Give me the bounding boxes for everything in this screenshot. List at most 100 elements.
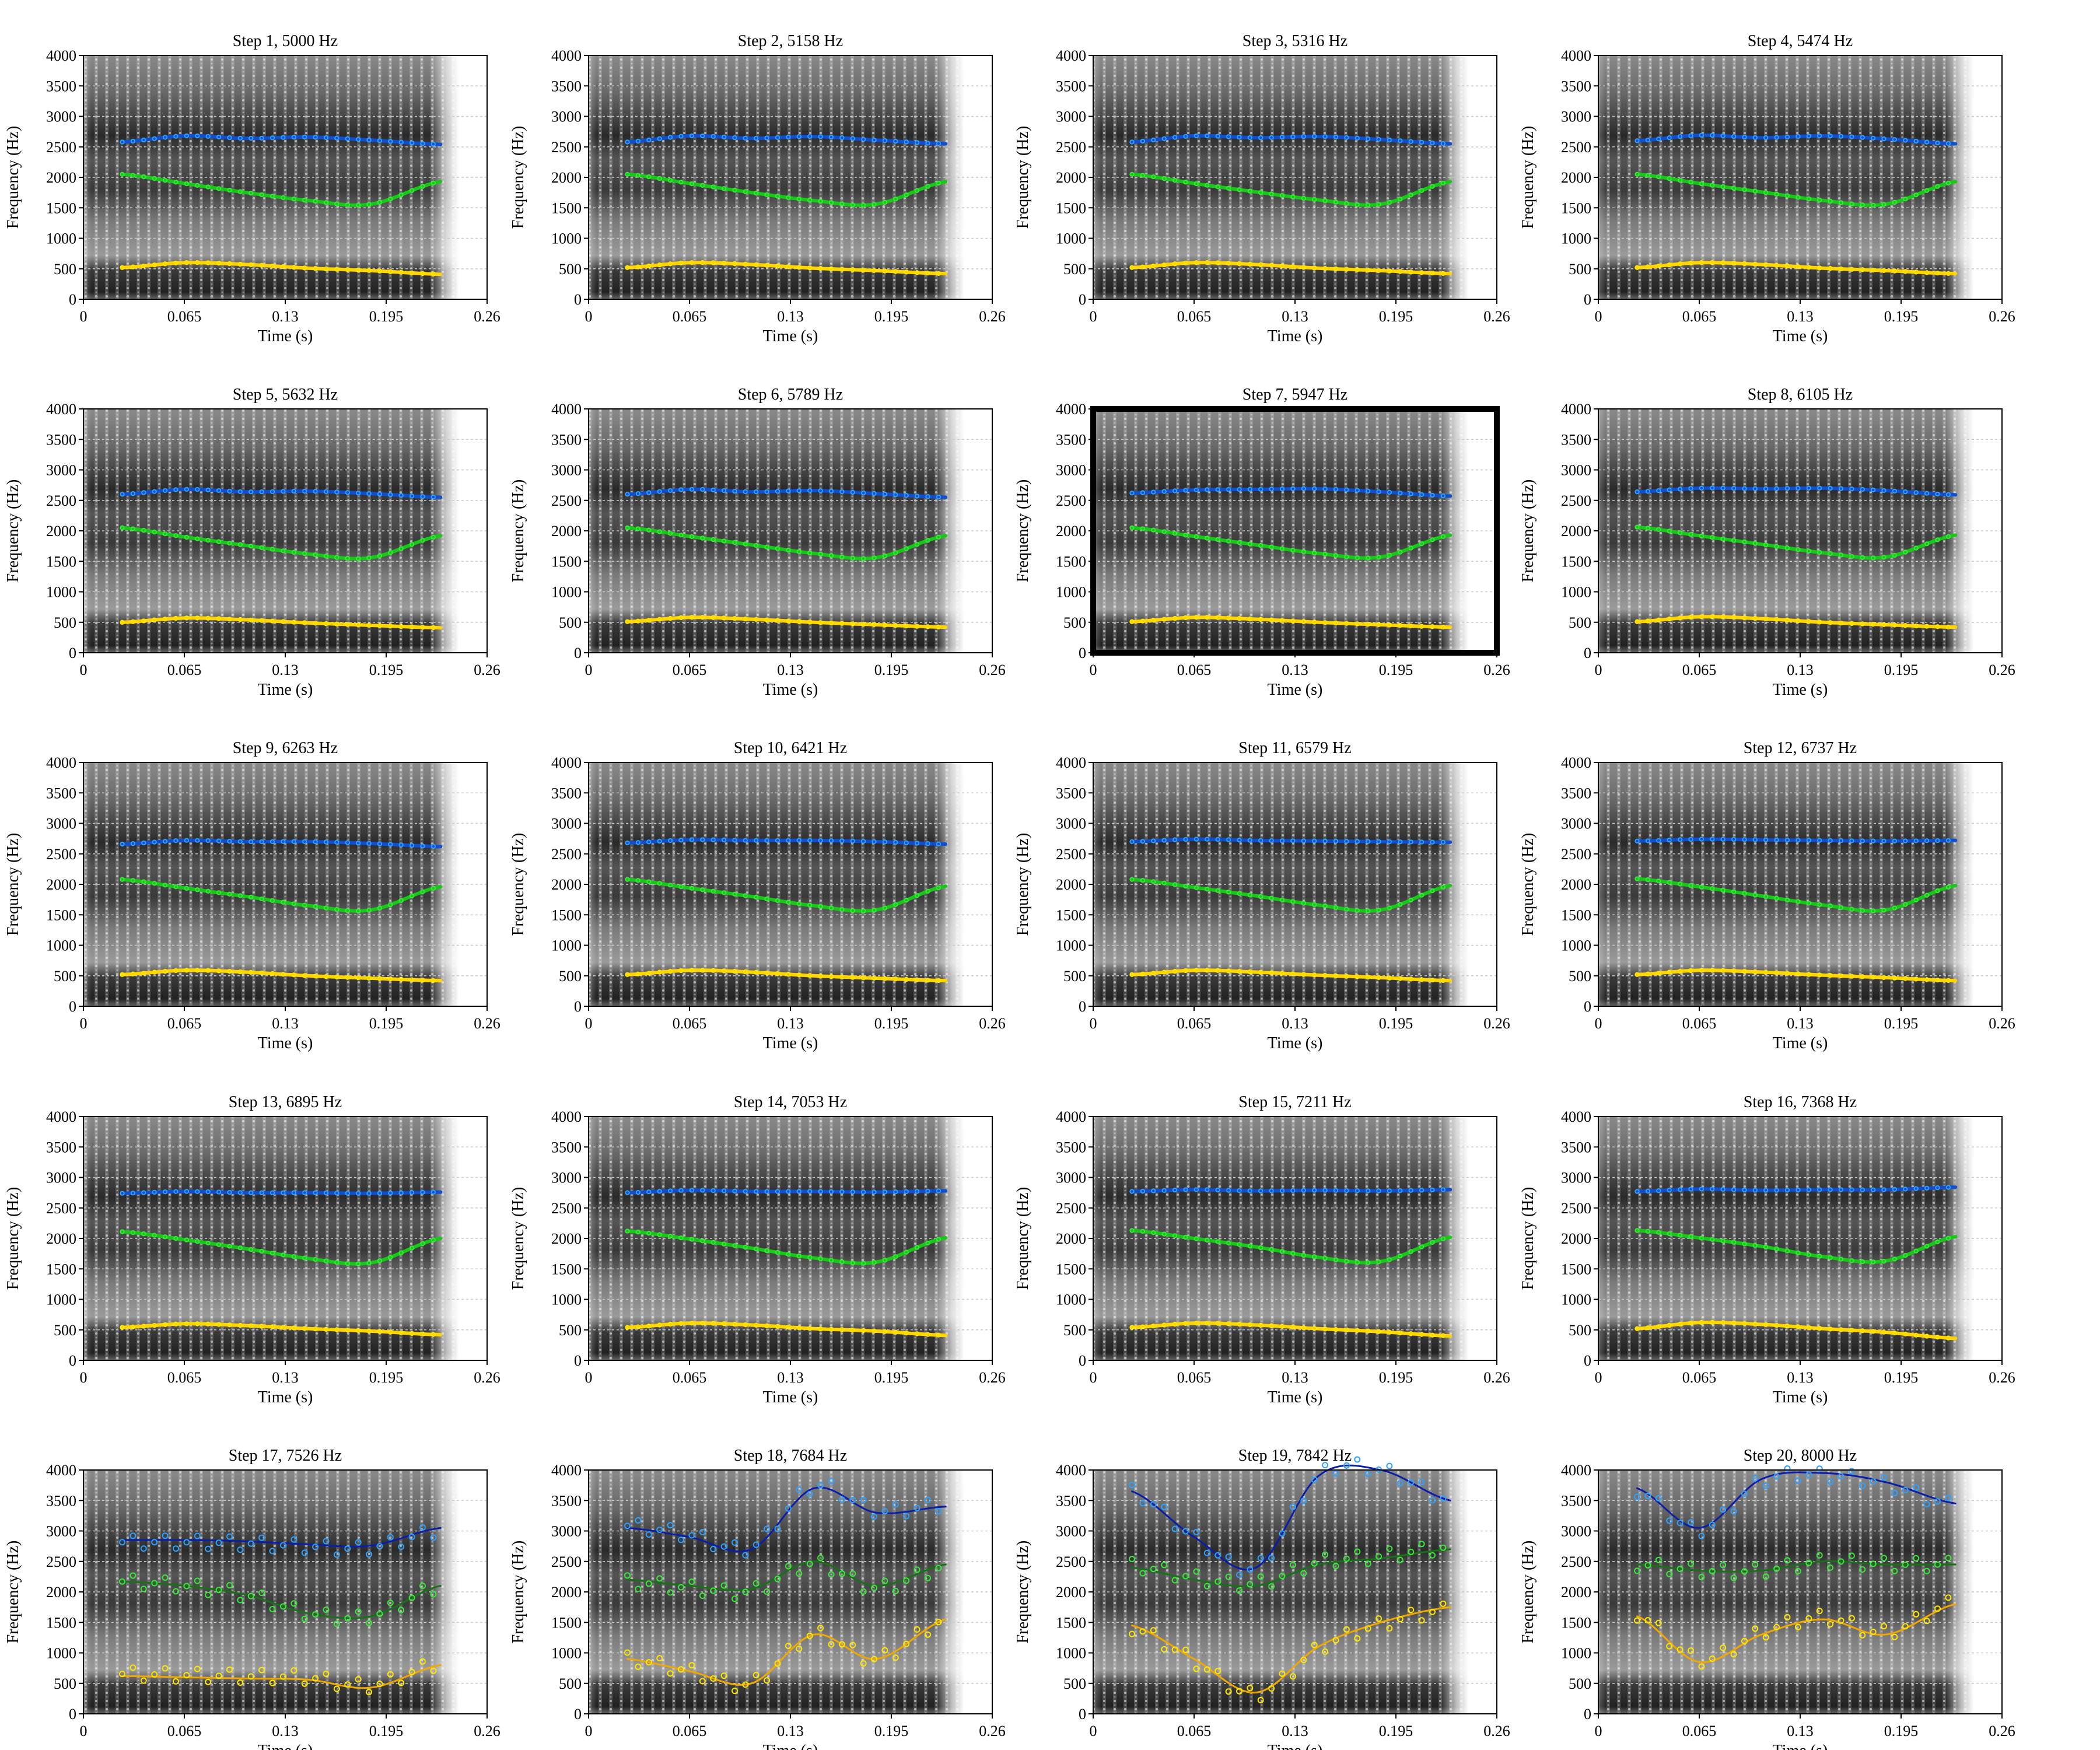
y-tick-label: 0 — [1079, 291, 1086, 308]
f3-point — [1419, 1188, 1424, 1193]
f3-point — [1688, 836, 1693, 842]
panel-title: Step 2, 5158 Hz — [738, 32, 843, 50]
f3-track — [1131, 1464, 1451, 1571]
f1-point — [1731, 615, 1737, 620]
f2-point — [1312, 197, 1317, 202]
f3-point — [625, 139, 630, 145]
f2-point — [893, 197, 898, 202]
f2-point — [1226, 890, 1231, 895]
x-tick-label: 0.26 — [979, 308, 1006, 325]
f2-point — [1140, 1228, 1146, 1234]
f1-point — [1881, 622, 1887, 628]
f1-point — [1194, 968, 1199, 973]
f2-point — [195, 183, 200, 188]
x-tick-label: 0.065 — [167, 1015, 202, 1032]
f3-point — [1301, 1188, 1307, 1193]
f2-point — [1762, 1573, 1769, 1580]
y-tick-label: 1500 — [1561, 200, 1591, 216]
f2-point — [408, 1594, 415, 1601]
x-tick-label: 0.13 — [1787, 662, 1814, 678]
f1-point — [1838, 973, 1844, 979]
f3-point — [1354, 1188, 1360, 1194]
f2-point — [732, 1595, 738, 1602]
x-tick-label: 0.065 — [167, 1723, 202, 1740]
f2-point — [1913, 1248, 1919, 1254]
f1-point — [420, 1331, 425, 1337]
f1-point — [1934, 1605, 1941, 1612]
f1-point — [1838, 266, 1844, 272]
f2-point — [1838, 552, 1844, 558]
x-tick-label: 0.13 — [1787, 1015, 1814, 1032]
y-tick-label: 3500 — [551, 1139, 582, 1156]
f2-point — [366, 1619, 372, 1626]
f2-point — [893, 550, 898, 555]
f2-point — [1398, 550, 1403, 555]
f1-point — [173, 1321, 178, 1326]
f3-point — [1934, 1498, 1941, 1505]
f3-point — [775, 1189, 780, 1194]
f1-point — [1720, 1644, 1727, 1651]
f3-point — [1903, 838, 1908, 844]
f3-point — [1301, 838, 1307, 844]
f1-point — [828, 620, 834, 626]
f3-point — [215, 1539, 222, 1546]
f3-point — [162, 135, 168, 140]
f2-point — [678, 1235, 684, 1241]
f1-point — [1784, 971, 1790, 976]
f3-point — [1140, 839, 1146, 844]
f3-point — [1828, 838, 1833, 844]
f1-point — [1396, 1616, 1404, 1623]
f2-point — [1730, 1574, 1737, 1581]
f1-point — [1258, 262, 1264, 267]
f3-point — [1913, 1484, 1920, 1491]
f1-point — [1151, 971, 1156, 976]
f3-point — [1742, 1187, 1747, 1193]
f3-point — [689, 133, 695, 139]
f2-point — [1150, 1566, 1157, 1573]
x-tick-label: 0.26 — [1483, 662, 1510, 678]
f3-point — [130, 1532, 136, 1539]
f2-point — [1140, 526, 1146, 531]
y-tick-label: 1500 — [551, 553, 582, 570]
f3-point — [1881, 1187, 1887, 1192]
f2-track — [1131, 1548, 1451, 1588]
x-tick-label: 0.13 — [272, 1723, 299, 1740]
f3-point — [1312, 838, 1317, 844]
f3-point — [710, 1546, 717, 1552]
f2-point — [1194, 181, 1199, 187]
f2-point — [872, 908, 877, 913]
x-axis-label: Time (s) — [1773, 681, 1828, 699]
f1-point — [290, 1667, 298, 1674]
f1-point — [1419, 1332, 1424, 1337]
f2-point — [237, 1597, 244, 1604]
f2-point — [1258, 542, 1264, 548]
x-tick-label: 0.13 — [1282, 662, 1308, 678]
f3-point — [1129, 839, 1135, 845]
f2-point — [1290, 899, 1296, 904]
f3-point — [1699, 1186, 1704, 1192]
y-tick-label: 1000 — [1561, 1292, 1591, 1308]
panel-title: Step 3, 5316 Hz — [1242, 32, 1348, 50]
f1-point — [807, 973, 813, 978]
f2-point — [1796, 1250, 1801, 1255]
f3-point — [1161, 1188, 1167, 1194]
f1-point — [291, 265, 296, 270]
f3-point — [398, 493, 404, 498]
f2-point — [366, 908, 372, 913]
x-axis-label: Time (s) — [1773, 1388, 1828, 1406]
f2-point — [1387, 552, 1392, 558]
f1-point — [237, 969, 243, 975]
f3-point — [1140, 1188, 1146, 1194]
y-tick-label: 500 — [54, 968, 76, 985]
f1-point — [1710, 1320, 1715, 1325]
f2-point — [1322, 1255, 1328, 1261]
y-tick-label: 500 — [1063, 1675, 1086, 1692]
f1-point — [216, 968, 222, 974]
f2-point — [1848, 1552, 1855, 1559]
f2-point — [743, 541, 748, 547]
f3-point — [678, 838, 684, 843]
f2-point — [1332, 1563, 1339, 1570]
f3-point — [914, 1189, 920, 1194]
f2-point — [366, 202, 372, 207]
